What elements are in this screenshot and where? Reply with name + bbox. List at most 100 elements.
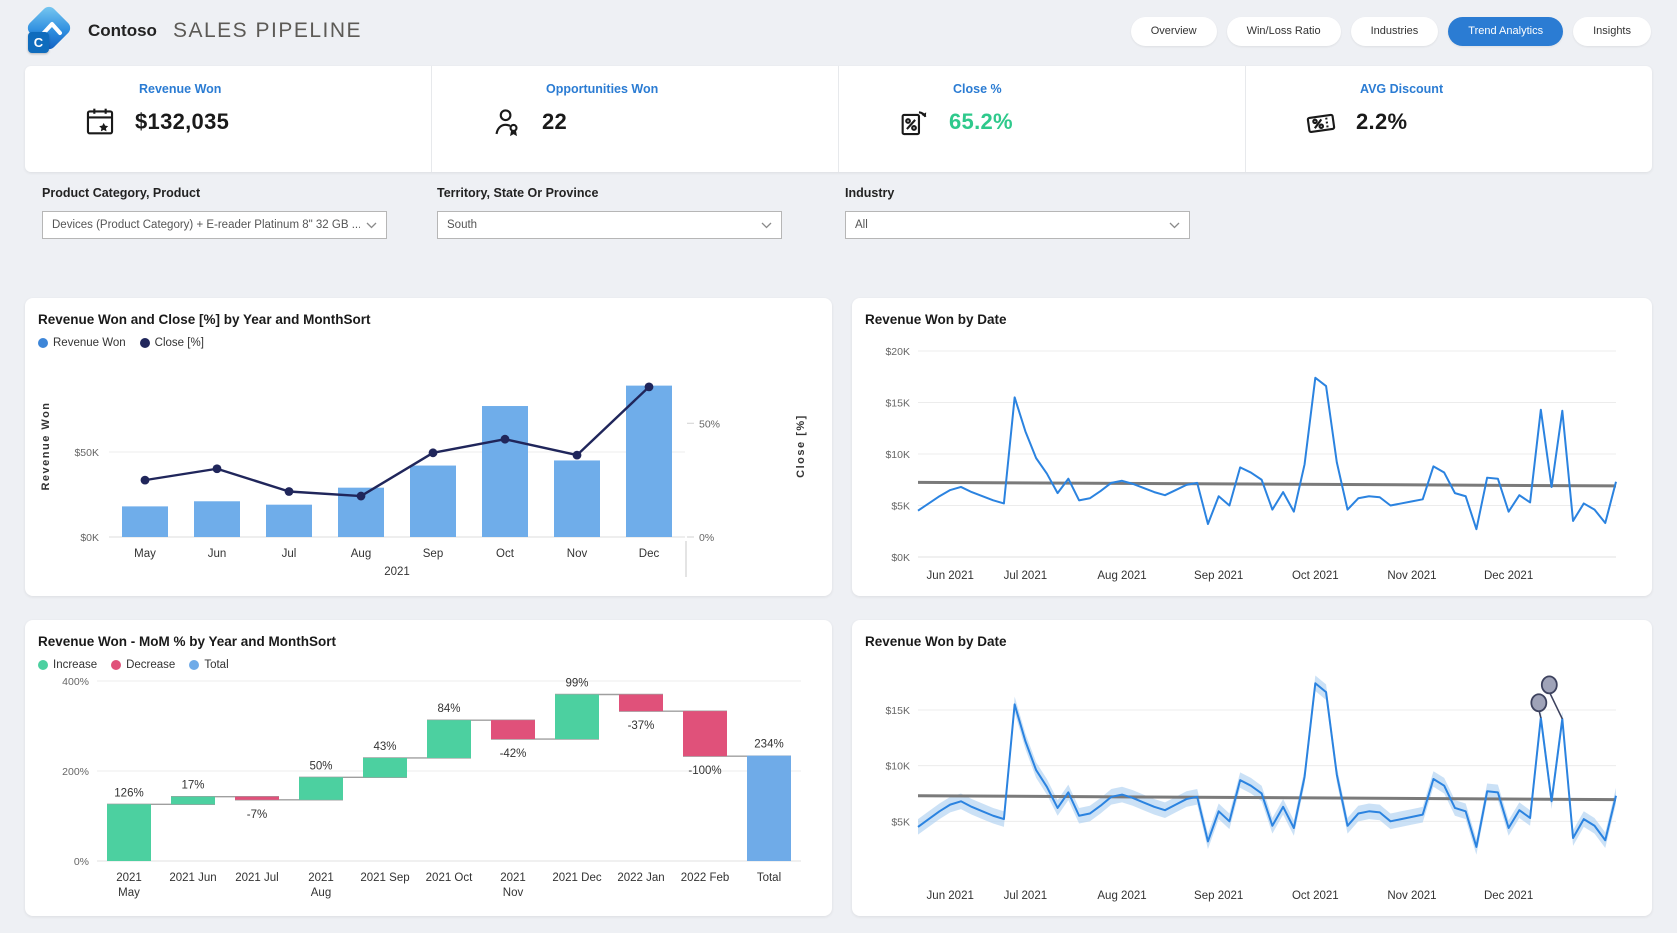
- waterfall-plot[interactable]: 0% 200% 400% 126% 17% -7% 50% 43% 84% -42% 99% -37%…: [33, 675, 818, 912]
- svg-text:$20K: $20K: [885, 346, 910, 358]
- filter-row: Product Category, Product Devices (Produ…: [0, 186, 1677, 266]
- legend-dot: [38, 660, 48, 670]
- nav-tab-overview[interactable]: Overview: [1130, 16, 1217, 46]
- svg-text:0%: 0%: [74, 856, 89, 868]
- svg-text:Aug 2021: Aug 2021: [1097, 890, 1146, 902]
- legend-item-increase[interactable]: Increase: [38, 659, 97, 671]
- svg-text:May: May: [134, 548, 156, 560]
- nav-tab-trend-analytics[interactable]: Trend Analytics: [1448, 16, 1564, 46]
- svg-text:$10K: $10K: [885, 761, 910, 773]
- nav-tab-win-loss-ratio[interactable]: Win/Loss Ratio: [1226, 16, 1341, 46]
- svg-text:Nov: Nov: [567, 548, 588, 560]
- svg-text:Jun 2021: Jun 2021: [927, 890, 974, 902]
- product-category-dropdown[interactable]: Devices (Product Category) + E-reader Pl…: [42, 211, 387, 239]
- svg-text:17%: 17%: [181, 780, 204, 792]
- logo-c-badge: C: [28, 32, 49, 53]
- svg-text:$0K: $0K: [80, 532, 99, 544]
- chart-title: Revenue Won by Date: [865, 634, 1007, 649]
- filter-label: Product Category, Product: [42, 186, 201, 200]
- legend-dot: [111, 660, 122, 670]
- nav-tab-industries[interactable]: Industries: [1350, 16, 1439, 46]
- mom-waterfall-chart-card: Revenue Won - MoM % by Year and MonthSor…: [25, 620, 832, 916]
- svg-text:400%: 400%: [62, 676, 89, 688]
- svg-text:Sep 2021: Sep 2021: [1194, 570, 1243, 582]
- legend-item-close-pct[interactable]: Close [%]: [139, 337, 204, 349]
- dropdown-value: All: [855, 219, 868, 231]
- svg-text:Aug: Aug: [351, 548, 371, 560]
- svg-text:Dec: Dec: [639, 548, 660, 560]
- combo-chart-plot[interactable]: $0K $50K 0% 50% May Jun Jul Aug Sep Oct Nov Dec 2021…: [33, 351, 818, 592]
- legend-item-total[interactable]: Total: [189, 659, 229, 671]
- legend-dot: [38, 338, 48, 348]
- svg-text:May: May: [118, 887, 140, 899]
- svg-text:Jul 2021: Jul 2021: [1004, 890, 1047, 902]
- svg-text:$5K: $5K: [891, 501, 910, 513]
- filter-product-category: Product Category, Product Devices (Produ…: [42, 186, 387, 239]
- svg-text:Oct: Oct: [496, 548, 515, 560]
- svg-text:2022 Jan: 2022 Jan: [617, 872, 664, 884]
- filter-industry: Industry All: [845, 186, 1190, 239]
- contoso-logo: C: [24, 3, 74, 55]
- svg-text:-100%: -100%: [688, 765, 721, 777]
- kpi-label: Revenue Won: [139, 82, 222, 96]
- revenue-by-date-chart-card: Revenue Won by Date $0K $5K $10K $15K $20K Ju…: [852, 298, 1652, 596]
- kpi-value: 2.2%: [1356, 109, 1408, 134]
- chart-title: Revenue Won by Date: [865, 312, 1007, 327]
- legend-dot: [139, 338, 150, 348]
- nav-tabs: Overview Win/Loss Ratio Industries Trend…: [1130, 16, 1651, 46]
- svg-text:Revenue Won: Revenue Won: [40, 401, 52, 490]
- legend-item-decrease[interactable]: Decrease: [111, 659, 175, 671]
- svg-text:-37%: -37%: [628, 720, 655, 732]
- filter-label: Territory, State Or Province: [437, 186, 599, 200]
- svg-text:$5K: $5K: [891, 816, 910, 828]
- kpi-value: 22: [542, 109, 568, 134]
- dropdown-value: South: [447, 219, 478, 231]
- chart-title: Revenue Won - MoM % by Year and MonthSor…: [38, 634, 337, 649]
- app-header: C Contoso SALES PIPELINE Overview Win/Lo…: [0, 0, 1677, 62]
- svg-text:Dec 2021: Dec 2021: [1484, 890, 1533, 902]
- svg-text:Oct 2021: Oct 2021: [1292, 570, 1339, 582]
- svg-text:Jun: Jun: [208, 548, 227, 560]
- filter-territory: Territory, State Or Province South: [437, 186, 782, 239]
- person-badge-icon: [495, 109, 518, 137]
- revenue-by-date-anomaly-plot[interactable]: $5K $10K $15K Jun 2021 Jul 2021 Aug 2021 Sep 2…: [860, 655, 1638, 912]
- svg-text:43%: 43%: [373, 741, 396, 753]
- svg-text:2021 Jul: 2021 Jul: [235, 872, 278, 884]
- svg-text:Nov: Nov: [503, 887, 524, 899]
- svg-text:Close [%]: Close [%]: [795, 414, 807, 478]
- svg-text:84%: 84%: [437, 703, 460, 715]
- nav-tab-insights[interactable]: Insights: [1573, 16, 1651, 46]
- legend-label: Close [%]: [154, 337, 204, 349]
- kpi-value: 65.2%: [949, 109, 1013, 134]
- svg-text:Sep 2021: Sep 2021: [1194, 890, 1243, 902]
- page-title: SALES PIPELINE: [172, 19, 363, 42]
- svg-text:234%: 234%: [754, 739, 783, 751]
- svg-text:Aug 2021: Aug 2021: [1097, 570, 1146, 582]
- industry-dropdown[interactable]: All: [845, 211, 1190, 239]
- revenue-by-date-anomaly-chart-card: Revenue Won by Date $5K $10K $15K Jun 2021 J…: [852, 620, 1652, 916]
- kpi-band: Revenue Won $132,035 Opportunities Won 2…: [25, 66, 1652, 172]
- kpi-revenue-won: Revenue Won $132,035: [25, 66, 431, 172]
- svg-text:2022 Feb: 2022 Feb: [681, 872, 730, 884]
- calendar-star-icon: [86, 108, 114, 135]
- svg-text:126%: 126%: [114, 787, 143, 799]
- svg-text:2021: 2021: [500, 872, 526, 884]
- kpi-close-percent: Close % 65.2%: [838, 66, 1245, 172]
- brand-name: Contoso: [88, 21, 157, 40]
- svg-text:-7%: -7%: [247, 809, 267, 821]
- revenue-close-combo-chart-card: Revenue Won and Close [%] by Year and Mo…: [25, 298, 832, 596]
- svg-text:Jul 2021: Jul 2021: [1004, 570, 1047, 582]
- legend-item-revenue-won[interactable]: Revenue Won: [38, 337, 126, 349]
- kpi-value: $132,035: [135, 109, 230, 134]
- svg-text:-42%: -42%: [500, 748, 527, 760]
- svg-text:$15K: $15K: [885, 705, 910, 717]
- svg-text:2021 Oct: 2021 Oct: [426, 872, 473, 884]
- kpi-avg-discount: AVG Discount 2.2%: [1245, 66, 1652, 172]
- legend-label: Decrease: [126, 659, 176, 671]
- svg-text:Oct 2021: Oct 2021: [1292, 890, 1339, 902]
- svg-text:Aug: Aug: [311, 887, 331, 899]
- kpi-label: AVG Discount: [1360, 82, 1444, 96]
- filter-label: Industry: [845, 186, 895, 200]
- revenue-by-date-plot[interactable]: $0K $5K $10K $15K $20K Jun 2021 Jul 2021 Aug 20…: [860, 335, 1638, 592]
- territory-dropdown[interactable]: South: [437, 211, 782, 239]
